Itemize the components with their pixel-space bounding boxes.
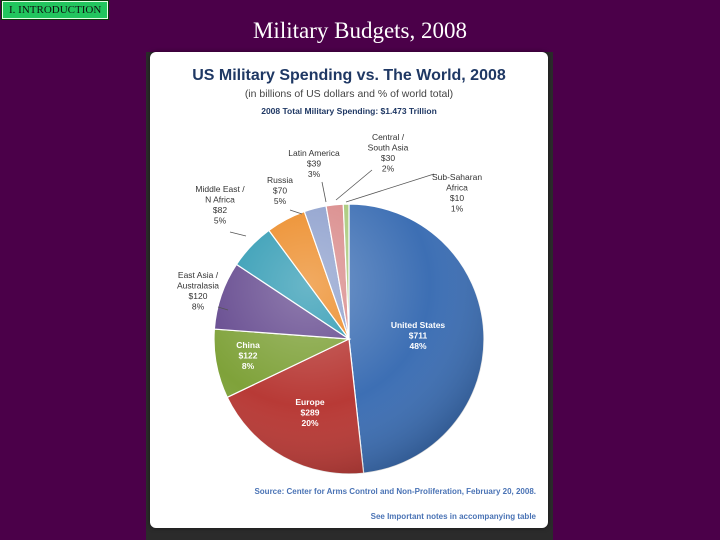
pie-label-east-asia-australasia: East Asia / Australasia $120 8% — [177, 270, 219, 312]
chart-subtitle: (in billions of US dollars and % of worl… — [245, 88, 453, 100]
pie-label-europe: Europe $289 20% — [295, 397, 325, 428]
section-tag: I. INTRODUCTION — [2, 1, 109, 19]
chart-source: Source: Center for Arms Control and Non-… — [254, 487, 536, 496]
leader-line — [289, 209, 303, 215]
pie-labels: United States $711 48% Europe $289 20% China $1… — [177, 132, 482, 428]
pie-slices — [213, 203, 485, 475]
pie-label-china: China $122 8% — [236, 340, 260, 371]
leader-line — [229, 231, 247, 237]
chart-panel: US Military Spending vs. The World, 2008… — [146, 52, 553, 540]
chart-note: See Important notes in accompanying tabl… — [371, 512, 537, 521]
chart-total: 2008 Total Military Spending: $1.473 Tri… — [261, 106, 437, 116]
slide-title: Military Budgets, 2008 — [252, 18, 468, 43]
pie-leader-lines — [217, 169, 435, 311]
pie-chart: US Military Spending vs. The World, 2008… — [177, 67, 537, 521]
pie-label-russia: Russia $70 5% — [267, 175, 293, 206]
pie-label-central-south-asia: Central / South Asia $30 2% — [368, 132, 409, 174]
pie-label-latin-america: Latin America $39 3% — [288, 148, 340, 179]
pie-label-middle-east-n-africa: Middle East / N Africa $82 5% — [195, 184, 245, 226]
chart-title: US Military Spending vs. The World, 2008 — [192, 67, 506, 84]
leader-line — [345, 173, 435, 203]
chart-card: US Military Spending vs. The World, 2008… — [150, 52, 548, 528]
leader-line — [321, 181, 327, 203]
leader-line — [335, 169, 373, 201]
pie-label-sub-saharan-africa: Sub-Saharan Africa $10 1% — [432, 172, 482, 214]
pie-label-united-states: United States $711 48% — [391, 320, 446, 351]
leader-line — [217, 306, 229, 311]
